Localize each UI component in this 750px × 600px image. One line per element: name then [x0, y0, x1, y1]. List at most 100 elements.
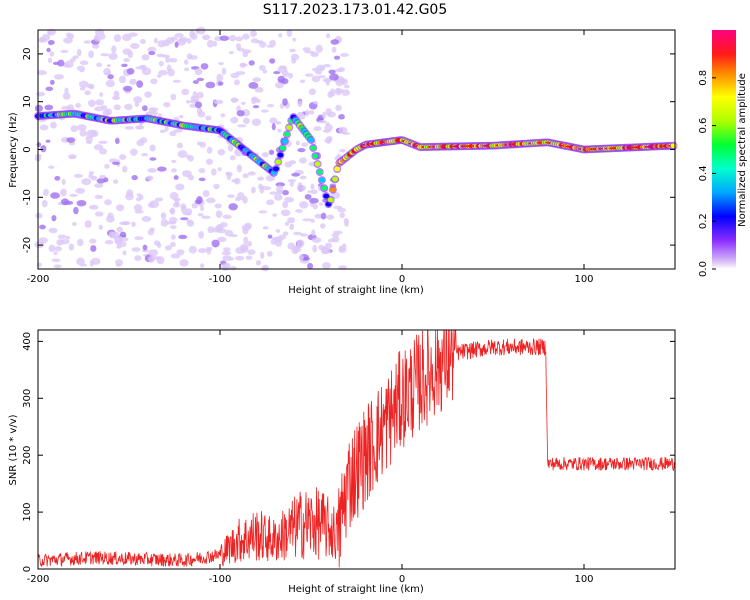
- spectral-speckle: [174, 33, 184, 38]
- spectral-speckle: [289, 181, 294, 187]
- spectral-speckle: [121, 63, 128, 68]
- spectral-speckle: [156, 74, 162, 78]
- spectral-speckle: [76, 238, 84, 247]
- spectral-speckle: [38, 237, 48, 244]
- spectral-speckle: [344, 222, 349, 227]
- ridge-point: [277, 152, 284, 158]
- spectral-speckle: [289, 48, 296, 53]
- x-tick-label: -100: [209, 574, 232, 585]
- spectral-speckle: [292, 37, 297, 42]
- spectral-speckle: [141, 249, 149, 253]
- spectral-speckle: [108, 52, 118, 60]
- spectral-speckle: [113, 90, 120, 98]
- spectral-speckle: [320, 223, 326, 229]
- spectral-speckle: [200, 63, 209, 70]
- snr-x-label: Height of straight line (km): [288, 584, 424, 595]
- ridge-point: [316, 169, 323, 175]
- spectral-speckle: [322, 64, 332, 68]
- spectral-speckle: [177, 150, 188, 158]
- spectral-speckle: [45, 139, 51, 143]
- spectral-speckle: [175, 183, 185, 191]
- spectral-speckle: [278, 65, 287, 70]
- spectral-speckle: [214, 203, 222, 209]
- spectral-speckle: [164, 125, 169, 132]
- spectral-speckle: [198, 231, 205, 239]
- ridge-point: [670, 143, 677, 149]
- spectral-speckle: [268, 149, 275, 155]
- ridge-point: [334, 166, 341, 172]
- spectral-speckle: [299, 175, 307, 180]
- spectral-speckle: [271, 123, 276, 131]
- spectral-speckle: [241, 101, 246, 105]
- spectral-speckle: [123, 58, 130, 63]
- spectral-speckle: [142, 244, 148, 251]
- spectral-speckle: [60, 239, 70, 245]
- spectral-speckle: [94, 28, 105, 36]
- spectral-speckle: [297, 148, 306, 153]
- spectrogram-blobs: [34, 26, 678, 272]
- spectral-speckle: [295, 140, 300, 146]
- spectral-speckle: [153, 37, 158, 44]
- spectral-speckle: [289, 160, 297, 165]
- spectral-speckle: [314, 213, 323, 219]
- spectral-speckle: [186, 154, 191, 160]
- spectral-speckle: [308, 88, 316, 96]
- spectral-speckle: [313, 101, 319, 105]
- x-tick-label: -200: [27, 274, 50, 285]
- spectral-speckle: [175, 201, 180, 208]
- spectral-speckle: [51, 258, 61, 263]
- spectral-speckle: [322, 129, 331, 133]
- spectral-speckle: [133, 204, 143, 212]
- y-tick-label: -10: [22, 189, 33, 205]
- spectral-speckle: [234, 197, 241, 202]
- spectral-speckle: [128, 32, 138, 37]
- spectral-speckle: [66, 104, 75, 111]
- spectral-speckle: [318, 120, 327, 124]
- spectral-speckle: [176, 249, 185, 256]
- spectral-speckle: [84, 90, 91, 96]
- spectral-speckle: [53, 251, 58, 256]
- spectral-speckle: [118, 75, 127, 84]
- spectral-speckle: [169, 216, 178, 224]
- spectral-speckle: [149, 144, 156, 152]
- y-tick-label: 0: [22, 566, 33, 572]
- spectral-speckle: [304, 193, 312, 200]
- spectral-speckle: [222, 214, 232, 220]
- spectral-speckle: [291, 172, 300, 177]
- ridge-point: [308, 137, 314, 143]
- spectral-speckle: [113, 104, 121, 111]
- spectral-speckle: [147, 46, 157, 52]
- spectral-speckle: [258, 183, 263, 190]
- spectral-speckle: [247, 249, 256, 256]
- spectral-speckle: [226, 173, 232, 181]
- spectral-speckle: [52, 61, 59, 66]
- spectral-speckle: [40, 145, 47, 153]
- spectral-speckle: [309, 197, 319, 204]
- spectral-speckle: [308, 110, 315, 115]
- spectral-speckle: [134, 236, 144, 241]
- spectral-speckle: [96, 178, 106, 184]
- spectral-speckle: [94, 211, 104, 217]
- y-tick-label: -20: [22, 237, 33, 253]
- spectral-speckle: [299, 200, 309, 209]
- spectral-speckle: [115, 204, 125, 212]
- spectral-speckle: [282, 98, 288, 106]
- spectral-speckle: [247, 240, 252, 247]
- spectral-speckle: [227, 144, 234, 152]
- y-tick-label: 100: [22, 503, 33, 522]
- spectral-speckle: [107, 212, 114, 219]
- spectral-speckle: [107, 74, 114, 80]
- spectral-speckle: [100, 53, 110, 57]
- spectral-speckle: [300, 233, 308, 237]
- spectral-speckle: [229, 155, 236, 161]
- spectral-speckle: [168, 57, 178, 63]
- snr-x-ticks: -200 -100 0 100: [27, 330, 594, 585]
- spectral-speckle: [328, 69, 336, 75]
- spectral-speckle: [297, 100, 303, 108]
- spectral-speckle: [266, 44, 274, 48]
- spectral-speckle: [178, 115, 184, 119]
- spectral-speckle: [144, 91, 152, 98]
- spectral-speckle: [57, 234, 67, 239]
- spectral-speckle: [141, 54, 150, 61]
- spectral-speckle: [262, 226, 269, 230]
